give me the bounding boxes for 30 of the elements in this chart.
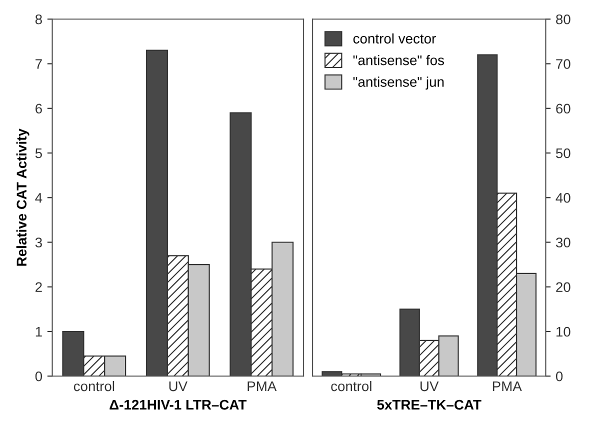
x-tick-label: UV [169,381,188,392]
y-tick-label: 70 [556,59,570,69]
x-tick-label: control [74,380,114,392]
y-tick-label: 5 [35,148,42,158]
y-tick-label: 3 [35,238,42,248]
y-tick-label: 8 [35,14,42,24]
legend-label: "antisense" jun [353,76,444,90]
y-tick-label: 7 [36,59,42,69]
x-tick-label: PMA [248,381,277,392]
y-tick-label: 30 [556,238,570,248]
legend-label: "antisense" fos [353,54,444,66]
y-tick-label: 20 [556,282,570,292]
y-tick-label: 0 [556,371,563,382]
y-tick-label: 0 [35,371,42,382]
y-tick-label: 60 [556,104,570,114]
y-axis-title: Relative CAT Activity [16,128,30,266]
x-tick-label: control [331,380,372,392]
y-tick-label: 80 [556,14,570,24]
y-tick-label: 4 [35,193,42,203]
legend-label: control vector [353,33,436,44]
y-tick-label: 1 [36,326,42,337]
x-axis-title: 5xTRE–TK–CAT [377,400,482,410]
y-tick-label: 50 [556,148,570,158]
x-axis-title: Δ-121HIV-1 LTR–CAT [110,400,247,410]
y-tick-label: 10 [556,326,570,337]
y-tick-label: 2 [36,282,42,292]
x-tick-label: UV [420,381,439,392]
y-tick-label: 6 [36,104,42,114]
y-tick-label: 40 [556,192,570,203]
x-tick-label: PMA [492,381,522,392]
